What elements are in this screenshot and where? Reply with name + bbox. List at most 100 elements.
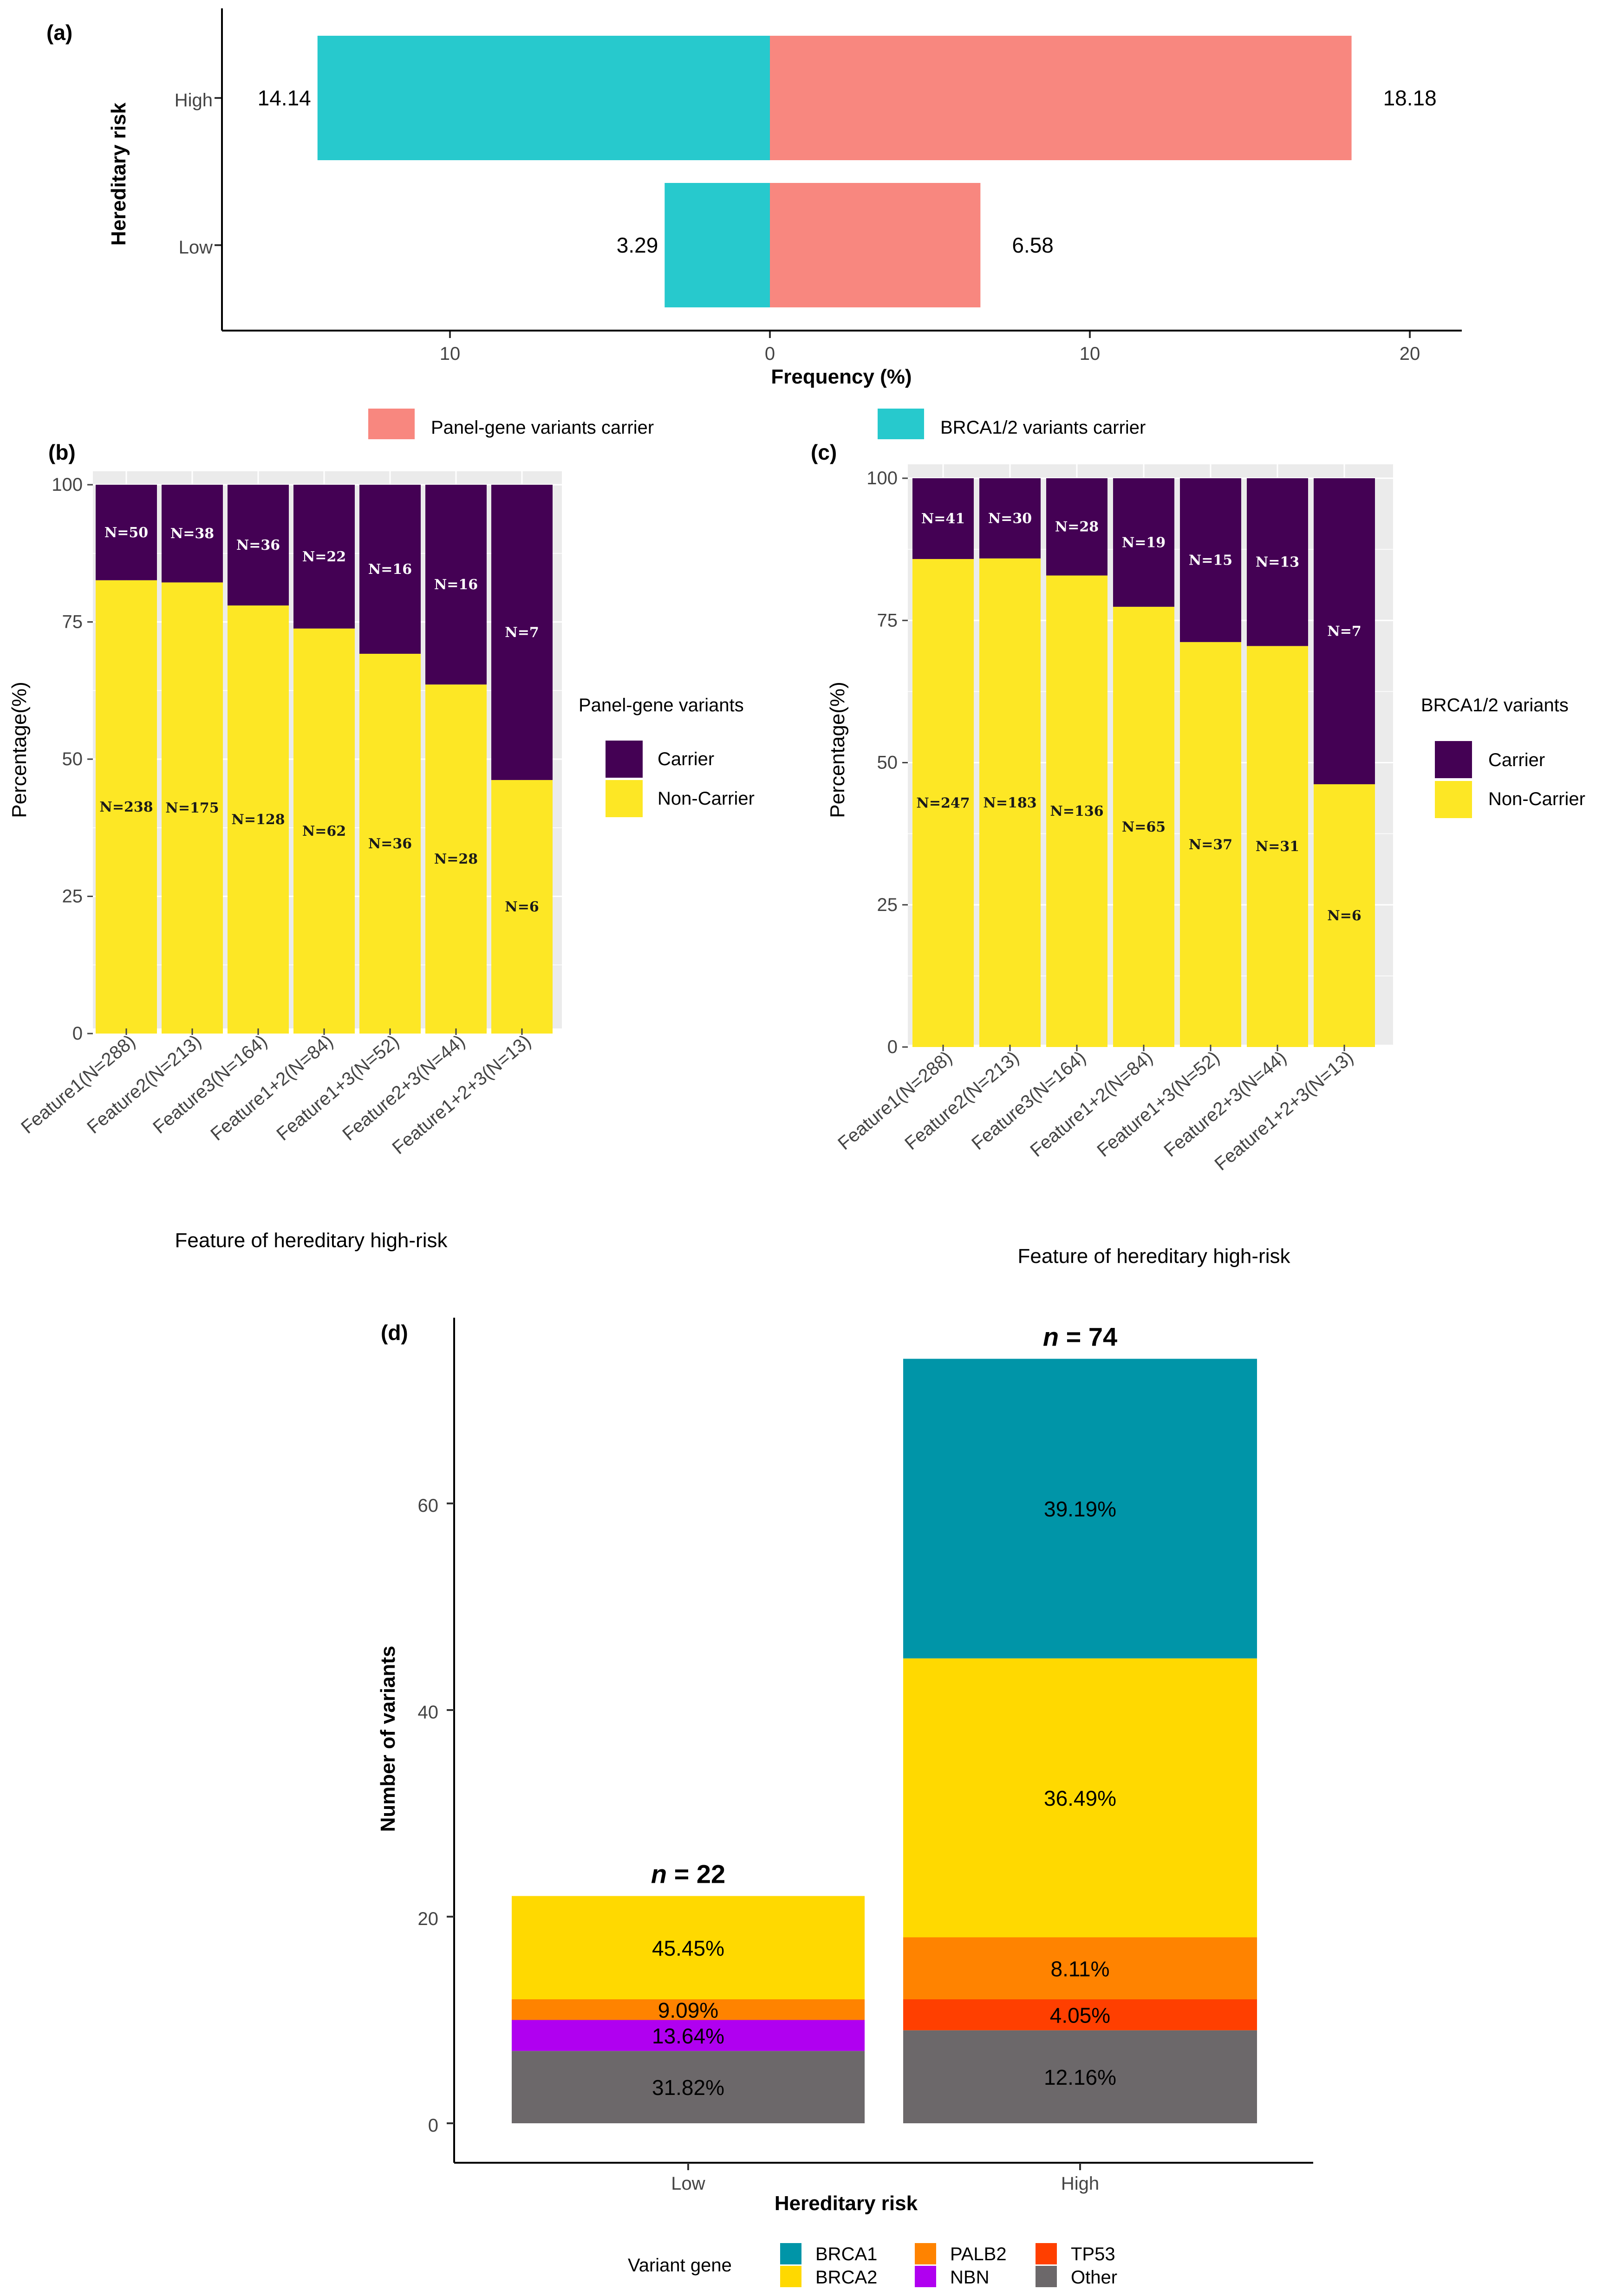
label-high-palb2: 8.11% [1050, 1957, 1109, 1981]
panel-b-letter: (b) [48, 440, 76, 464]
panel-c-legend-key-noncarrier [1435, 781, 1472, 818]
x-tick-label: Feature3(N=164) [149, 1031, 271, 1138]
legend-label-brca: BRCA1/2 variants carrier [940, 417, 1146, 438]
bar-high-tp53 [903, 1999, 1257, 2030]
panel-b: (b) N=238N=50N=175N=38N=128N=36N=62N=22N… [8, 440, 755, 1252]
panel-d: (d) 31.82% 13.64%9.09% 45.45% n = 22 12.16% 4… [377, 1318, 1313, 2288]
y-tick-label: 40 [418, 1702, 439, 1723]
label-non-carrier: N=62 [302, 823, 346, 839]
panel-c-legend-carrier: Carrier [1488, 750, 1545, 770]
legend-key-brca [878, 409, 924, 439]
bar-brca-high [317, 36, 770, 160]
panel-a-letter: (a) [46, 20, 72, 45]
label-low-other: 31.82% [652, 2075, 724, 2100]
legend-label-other: Other [1071, 2267, 1117, 2288]
legend-label-palb2: PALB2 [950, 2244, 1007, 2264]
x-tick-label: Feature1+3(N=52) [1093, 1047, 1223, 1161]
legend-label-brca2: BRCA2 [815, 2267, 877, 2288]
bar-high-brca1 [903, 1359, 1257, 1659]
bar-carrier [293, 485, 355, 629]
bar-low-palb2 [512, 1999, 865, 2020]
bar-low-other [512, 2051, 865, 2123]
bar-non-carrier [979, 558, 1041, 1047]
bar-carrier [912, 478, 974, 559]
bar-non-carrier [96, 580, 157, 1034]
bar-carrier [96, 485, 157, 580]
y-tick-label: 25 [877, 895, 898, 915]
bar-non-carrier [293, 628, 355, 1034]
bar-carrier [1113, 478, 1174, 607]
bar-carrier [1046, 478, 1107, 576]
label-carrier: N=28 [1055, 519, 1099, 535]
x-tick-label: Feature1(N=288) [17, 1031, 139, 1138]
panel-c-legend-title: BRCA1/2 variants [1421, 695, 1569, 715]
bar-panel-gene-low [770, 183, 981, 307]
panel-c-legend-noncarrier: Non-Carrier [1488, 789, 1585, 809]
x-tick-label: Feature2(N=213) [83, 1031, 205, 1138]
panel-b-y-title: Percentage(%) [8, 682, 31, 818]
bar-non-carrier [491, 780, 553, 1034]
x-tick-label: Feature2+3(N=44) [1160, 1047, 1290, 1161]
legend-key-nbn [915, 2266, 936, 2287]
legend-key-tp53 [1036, 2243, 1057, 2264]
legend-label-brca1: BRCA1 [815, 2244, 877, 2264]
bar-non-carrier [1113, 606, 1174, 1047]
panel-a-legend: Panel-gene variants carrier BRCA1/2 vari… [368, 409, 1146, 439]
label-high-brca2: 36.49% [1044, 1786, 1116, 1810]
y-tick-label: 75 [62, 612, 83, 632]
panel-c-plot: N=247 N=41 N=183 N=30 N=136 N=28 N=65 N=19 N=37 N… [912, 478, 1375, 1047]
panel-d-x-title: Hereditary risk [775, 2192, 918, 2215]
panel-d-legend-title: Variant gene [628, 2255, 732, 2276]
bar-low-brca2 [512, 1896, 865, 1999]
panel-c-legend: BRCA1/2 variants Carrier Non-Carrier [1421, 695, 1585, 818]
panel-d-letter: (d) [381, 1320, 408, 1345]
label-panel-gene-high: 18.18 [1383, 86, 1437, 110]
bar-brca-low [664, 183, 770, 307]
label-carrier: N=41 [921, 511, 965, 527]
panel-b-legend-key-carrier [606, 741, 643, 778]
panel-a-plot: 18.18 14.14 High 6.58 3.29 Low 10 0 10 20 [175, 36, 1437, 364]
panel-d-ticks: Low High 0 20 40 60 [418, 1496, 1100, 2194]
label-non-carrier: N=28 [434, 851, 478, 867]
y-tick-label: 100 [866, 468, 898, 488]
bar-carrier [162, 485, 223, 583]
label-non-carrier: N=183 [983, 795, 1036, 811]
label-carrier: N=15 [1189, 552, 1232, 568]
legend-key-panel-gene [368, 409, 415, 439]
label-carrier: N=50 [104, 525, 148, 541]
y-tick-low: Low [179, 237, 213, 258]
y-tick-label: 50 [877, 753, 898, 773]
bar-carrier [1247, 478, 1308, 646]
x-tick-label: Feature1+2(N=84) [207, 1031, 337, 1145]
legend-key-brca2 [780, 2266, 801, 2287]
label-non-carrier: N=247 [916, 795, 970, 811]
bar-non-carrier [425, 684, 487, 1034]
label-non-carrier: N=238 [99, 799, 153, 815]
y-tick-label: 20 [418, 1909, 439, 1929]
label-carrier: N=22 [302, 549, 346, 565]
label-low-brca2: 45.45% [652, 1936, 724, 1960]
bar-carrier [1314, 478, 1375, 785]
panel-b-legend-title: Panel-gene variants [579, 695, 744, 715]
bar-carrier [228, 485, 289, 606]
bar-high-other [903, 2030, 1257, 2123]
bar-non-carrier [162, 582, 223, 1034]
bar-high-brca2 [903, 1658, 1257, 1938]
total-label-low: n = 22 [651, 1860, 725, 1889]
bar-non-carrier [1314, 784, 1375, 1047]
bar-non-carrier [228, 605, 289, 1034]
label-brca-high: 14.14 [258, 86, 311, 110]
bar-non-carrier [1247, 646, 1308, 1047]
panel-d-plot: 31.82% 13.64%9.09% 45.45% n = 22 12.16% 4.05%… [512, 1322, 1257, 2123]
label-non-carrier: N=31 [1256, 839, 1299, 855]
bar-carrier [425, 485, 487, 685]
panel-d-y-title: Number of variants [377, 1646, 399, 1832]
total-label-high: n = 74 [1043, 1322, 1117, 1352]
label-non-carrier: N=6 [1327, 908, 1361, 924]
legend-key-brca1 [780, 2243, 801, 2264]
label-carrier: N=16 [434, 577, 478, 593]
x-tick-label: 10 [440, 344, 461, 364]
label-non-carrier: N=175 [165, 800, 219, 816]
bar-non-carrier [1180, 642, 1241, 1047]
